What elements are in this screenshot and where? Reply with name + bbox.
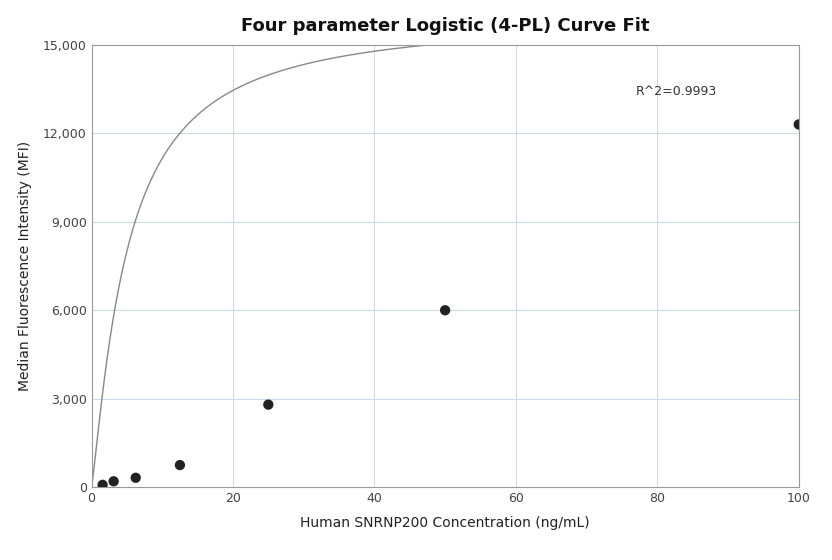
X-axis label: Human SNRNP200 Concentration (ng/mL): Human SNRNP200 Concentration (ng/mL) bbox=[300, 516, 590, 530]
Point bbox=[792, 120, 805, 129]
Point bbox=[96, 480, 109, 489]
Point bbox=[438, 306, 452, 315]
Text: R^2=0.9993: R^2=0.9993 bbox=[636, 85, 717, 98]
Title: Four parameter Logistic (4-PL) Curve Fit: Four parameter Logistic (4-PL) Curve Fit bbox=[241, 17, 649, 35]
Point bbox=[173, 460, 186, 469]
Y-axis label: Median Fluorescence Intensity (MFI): Median Fluorescence Intensity (MFI) bbox=[17, 141, 32, 391]
Point bbox=[129, 473, 142, 482]
Point bbox=[107, 477, 121, 486]
Point bbox=[261, 400, 275, 409]
